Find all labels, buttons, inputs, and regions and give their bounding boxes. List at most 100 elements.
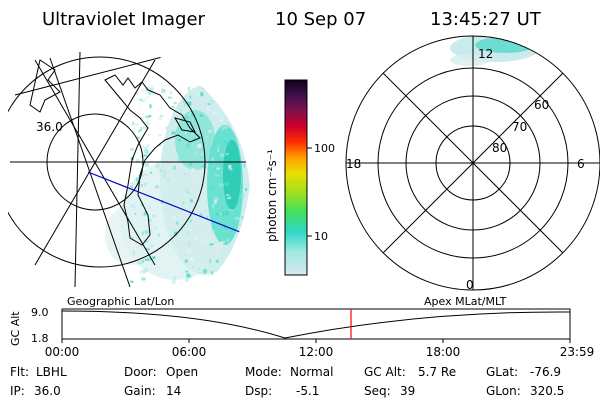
info-gcalt-value: 5.7 Re [418, 365, 456, 379]
aurora-pixel [147, 120, 150, 123]
mlt-label-18: 18 [346, 157, 361, 171]
aurora-pixel [225, 211, 230, 215]
aurora-pixel [185, 131, 188, 134]
aurora-pixel [189, 95, 192, 99]
aurora-pixel [130, 148, 135, 151]
aurora-pixel [155, 185, 160, 189]
aurora-pixel [142, 269, 147, 274]
aurora-pixel [143, 126, 148, 130]
aurora-pixel [247, 158, 250, 163]
aurora-pixel [211, 229, 216, 233]
aurora-pixel [144, 239, 148, 243]
aurora-pixel [141, 231, 144, 236]
aurora-pixel [132, 121, 135, 126]
aurora-pixel [148, 91, 152, 95]
aurora-pixel [130, 182, 133, 185]
aurora-pixel [172, 261, 176, 264]
aurora-pixel [228, 123, 230, 128]
info-ip-value: 36.0 [34, 384, 61, 398]
aurora-pixel [185, 116, 189, 119]
aurora-pixel [134, 123, 139, 126]
aurora-pixel [236, 274, 240, 279]
aurora-pixel [203, 161, 206, 164]
aurora-pixel [163, 259, 167, 262]
aurora-pixel [220, 98, 224, 101]
aurora-pixel [206, 216, 209, 220]
aurora-pixel [187, 249, 191, 253]
aurora-pixel [185, 188, 190, 193]
aurora-pixel [202, 85, 204, 90]
aurora-pixel [249, 91, 250, 95]
aurora-pixel [162, 85, 165, 88]
aurora-pixel [143, 150, 146, 154]
aurora-pixel [190, 276, 193, 279]
info-seq-key: Seq: [364, 384, 391, 398]
aurora-pixel [241, 193, 245, 198]
aurora-pixel [228, 282, 233, 286]
aurora-pixel [188, 162, 192, 166]
aurora-pixel [185, 278, 189, 282]
aurora-pixel [241, 95, 245, 97]
info-gain-value: 14 [166, 384, 181, 398]
aurora-pixel [211, 226, 214, 229]
aurora-pixel [160, 114, 163, 118]
coastline [104, 74, 201, 246]
aurora-pixel [225, 267, 230, 272]
strip-left-caption: Geographic Lat/Lon [67, 295, 174, 308]
aurora-pixel [200, 98, 203, 101]
aurora-pixel [213, 89, 218, 92]
aurora-pixel [139, 260, 143, 264]
aurora-pixel [187, 228, 192, 231]
map-grid [8, 52, 250, 287]
aurora-pixel [220, 153, 224, 157]
aurora-pixel [235, 216, 240, 220]
aurora-pixel [140, 127, 143, 132]
header-time: 13:45:27 UT [430, 9, 542, 30]
aurora-pixel [141, 212, 146, 217]
aurora-pixel [170, 106, 175, 108]
aurora-pixel [224, 140, 228, 145]
aurora-pixel [147, 133, 151, 136]
aurora-pixel [138, 129, 141, 133]
aurora-pixel [228, 164, 232, 169]
aurora-pixel [172, 165, 176, 170]
aurora-pixel [142, 88, 145, 93]
aurora-pixel [210, 100, 215, 105]
aurora-pixel [187, 158, 191, 161]
info-glat-key: GLat: [486, 365, 518, 379]
aurora-pixel [146, 144, 150, 147]
aurora-pixel [163, 170, 166, 174]
aurora-pixel [218, 183, 223, 188]
aurora-pixel [243, 145, 248, 149]
info-ip-key: IP: [10, 384, 25, 398]
aurora-pixel [212, 204, 215, 208]
aurora-pixel [233, 246, 236, 249]
aurora-pixel [237, 137, 240, 140]
aurora-pixel [224, 154, 229, 157]
info-glon-value: 320.5 [530, 384, 564, 398]
aurora-pixel [230, 94, 235, 97]
aurora-pixel [177, 139, 181, 142]
aurora-pixel [229, 281, 231, 286]
aurora-pixel [133, 127, 136, 132]
aurora-pixel [236, 153, 239, 156]
aurora-pixel [188, 197, 191, 200]
aurora-pixel [152, 214, 155, 217]
aurora-pixel [150, 85, 155, 90]
aurora-pixel [174, 251, 177, 253]
aurora-pixel [143, 145, 146, 148]
mlat-label-70: 70 [512, 120, 527, 134]
aurora-pixel [144, 211, 148, 216]
aurora-pixel [248, 234, 250, 239]
aurora-pixel [242, 247, 247, 250]
aurora-pixel [185, 258, 188, 262]
aurora-pixel [222, 212, 225, 216]
aurora-pixel [177, 259, 182, 264]
aurora-pixel [249, 129, 250, 132]
aurora-pixel [199, 153, 204, 156]
info-door-value: Open [166, 365, 198, 379]
strip-right-caption: Apex MLat/MLT [424, 295, 507, 308]
aurora-pixel [139, 89, 143, 94]
aurora-pixel [136, 136, 140, 140]
